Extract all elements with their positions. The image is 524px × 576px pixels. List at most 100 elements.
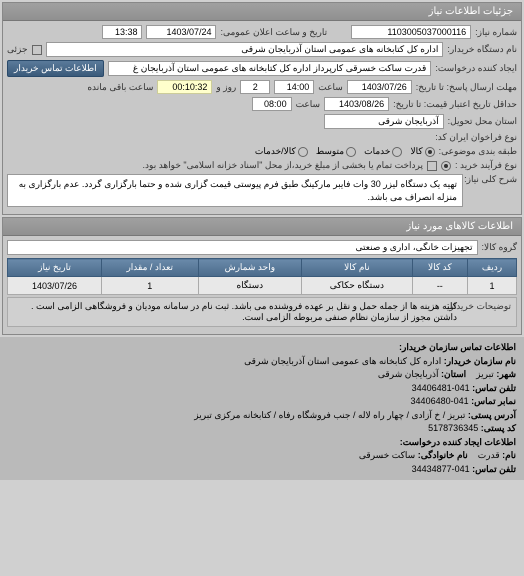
general-desc-label: شرح کلی نیاز: [467,174,517,185]
announce-time: 13:38 [102,25,142,39]
main-panel: جزئیات اطلاعات نیاز شماره نیاز: 11030050… [2,2,522,215]
delivery-province-label: استان محل تحویل: [448,116,517,127]
budget-radio-group: کالا خدمات متوسط کالا/خدمات [255,146,435,157]
row-budget-class: طبقه بندی موضوعی: کالا خدمات متوسط کالا/… [7,146,517,157]
row-validity: حداقل تاریخ اعتبار قیمت: تا تاریخ: 1403/… [7,97,517,111]
main-header: جزئیات اطلاعات نیاز [3,3,521,21]
items-header: اطلاعات کالاهای مورد نیاز [3,218,521,236]
days-remaining: 2 [240,80,270,94]
th-row: ردیف [467,259,516,277]
phone: 041-34406481 [412,383,470,393]
radio-khadamat[interactable] [392,147,402,157]
announce-date: 1403/07/24 [146,25,216,39]
row-buyer-notes: توضیحات خریدار: کلیه هزینه ها از جمله حم… [7,297,517,327]
items-body: گروه کالا: تجهیزات خانگی، اداری و صنعتی … [3,236,521,334]
deadline-label: مهلت ارسال پاسخ: تا تاریخ: [416,82,517,93]
table-header-row: ردیف کد کالا نام کالا واحد شمارش تعداد /… [8,259,517,277]
row-iran-code: نوع فراخوان ایران کد: [7,132,517,143]
validity-time-label: ساعت [296,99,321,110]
table-row[interactable]: 1 -- دستگاه حکاکی دستگاه 1 1403/07/26 [8,277,517,295]
td-unit: دستگاه [198,277,302,295]
radio-khadamat-label: خدمات [364,146,390,157]
td-code: -- [412,277,467,295]
org-name-label: نام سازمان خریدار: [444,356,516,366]
td-date: 1403/07/26 [8,277,102,295]
creator-phone-label: تلفن تماس: [472,464,516,474]
partial-label: جزئی [7,44,28,55]
th-unit: واحد شمارش [198,259,302,277]
item-group: تجهیزات خانگی، اداری و صنعتی [7,240,478,255]
fax-label: نمابر تماس: [471,396,516,406]
general-desc: تهیه یک دستگاه لیزر 30 وات فایبر مارکینگ… [7,174,463,207]
validity-time: 08:00 [252,97,292,111]
buyer-name: اداره کل کتابخانه های عمومی استان آذربای… [46,42,444,57]
item-group-label: گروه کالا: [482,242,517,253]
items-panel: اطلاعات کالاهای مورد نیاز گروه کالا: تجه… [2,217,522,335]
phone-label: تلفن تماس: [472,383,516,393]
province: آذربایجان شرقی [378,369,439,379]
purchase-type-radio[interactable] [441,161,451,171]
buyer-notes-label: توضیحات خریدار: [461,301,511,312]
contact-header: اطلاعات تماس سازمان خریدار: [399,342,516,352]
fax: 041-34406480 [411,396,469,406]
time-remaining: 00:10:32 [157,80,212,94]
td-qty: 1 [101,277,198,295]
radio-kala-khadamat-item[interactable]: کالا/خدمات [255,146,308,157]
row-delivery-province: استان محل تحویل: آذربایجان شرقی [7,114,517,129]
items-table: ردیف کد کالا نام کالا واحد شمارش تعداد /… [7,258,517,295]
th-date: تاریخ نیاز [8,259,102,277]
td-row: 1 [467,277,516,295]
row-item-group: گروه کالا: تجهیزات خانگی، اداری و صنعتی [7,240,517,255]
creator-name: قدرت [478,450,500,460]
iran-code-label: نوع فراخوان ایران کد: [435,132,517,143]
deadline-time-label: ساعت [318,82,343,93]
deadline-time: 14:00 [274,80,314,94]
row-general-desc: شرح کلی نیاز: تهیه یک دستگاه لیزر 30 وات… [7,174,517,207]
city: تبریز [476,369,494,379]
th-code: کد کالا [412,259,467,277]
time-remaining-label: ساعت باقی مانده [87,82,153,93]
request-number: 1103005037000116 [351,25,471,39]
province-label: استان: [441,369,466,379]
requester-label: ایجاد کننده درخواست: [435,63,517,74]
contact-section: اطلاعات تماس سازمان خریدار: نام سازمان خ… [0,337,524,480]
td-name: دستگاه حکاکی [302,277,413,295]
delivery-province: آذربایجان شرقی [324,114,444,129]
postal-addr-label: آدرس پستی: [468,410,516,420]
postal-code-label: کد پستی: [481,423,516,433]
radio-kala-label: کالا [410,146,422,157]
creator-lastname: ساکت خسرقی [359,450,415,460]
main-body: شماره نیاز: 1103005037000116 تاریخ و ساع… [3,21,521,214]
buyer-contact-button[interactable]: اطلاعات تماس خریدار [7,60,104,77]
partial-checkbox[interactable] [32,45,42,55]
radio-kala-item[interactable]: کالا [410,146,434,157]
radio-medium-label: متوسط [316,146,344,157]
city-label: شهر: [496,369,516,379]
radio-medium-item[interactable]: متوسط [316,146,356,157]
days-label: روز و [216,82,236,93]
row-requester: ایجاد کننده درخواست: قدرت ساکت خسرقی کار… [7,60,517,77]
announce-datetime-label: تاریخ و ساعت اعلان عمومی: [220,27,327,38]
creator-header: اطلاعات ایجاد کننده درخواست: [400,437,516,447]
payment-note: پرداخت تمام یا بخشی از مبلغ خرید،از محل … [143,160,423,171]
request-number-label: شماره نیاز: [475,27,517,38]
validity-label: حداقل تاریخ اعتبار قیمت: تا تاریخ: [393,99,517,110]
creator-phone: 041-34434877 [412,464,470,474]
th-qty: تعداد / مقدار [101,259,198,277]
radio-medium[interactable] [346,147,356,157]
org-name: اداره کل کتابخانه های عمومی استان آذربای… [244,356,441,366]
buyer-name-label: نام دستگاه خریدار: [447,44,517,55]
radio-kala-khadamat[interactable] [298,147,308,157]
postal-addr: تبریز / خ آزادی / چهار راه لاله / جنب فر… [194,410,465,420]
creator-name-label: نام: [502,450,516,460]
buyer-notes: کلیه هزینه ها از جمله حمل و نقل بر عهده … [13,301,457,323]
row-purchase-type: نوع فرآیند خرید : پرداخت تمام یا بخشی از… [7,160,517,171]
th-name: نام کالا [302,259,413,277]
deadline-date: 1403/07/26 [347,80,412,94]
postal-code: 5178736345 [428,423,478,433]
radio-kala[interactable] [425,147,435,157]
payment-checkbox[interactable] [427,161,437,171]
row-deadline: مهلت ارسال پاسخ: تا تاریخ: 1403/07/26 سا… [7,80,517,94]
radio-khadamat-item[interactable]: خدمات [364,146,402,157]
budget-class-label: طبقه بندی موضوعی: [439,146,517,157]
